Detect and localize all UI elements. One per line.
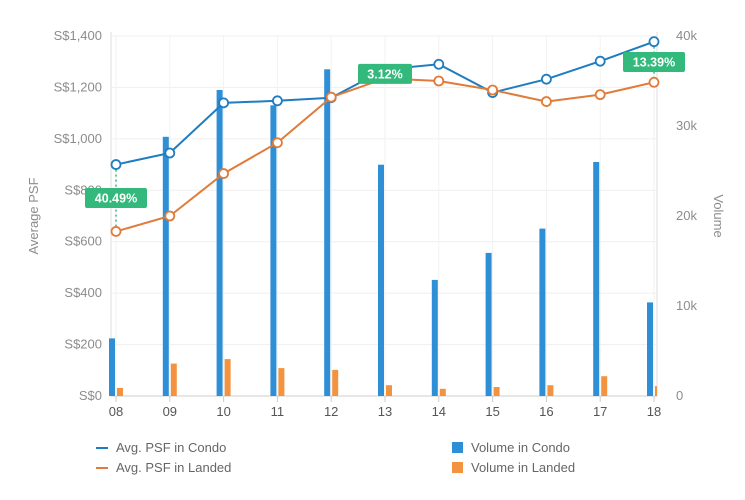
x-tick-label: 12 xyxy=(324,404,338,419)
bar xyxy=(547,385,554,396)
legend-item: Volume in Landed xyxy=(452,460,575,475)
series-point xyxy=(218,168,230,179)
bar-series-0 xyxy=(109,69,653,397)
series-point xyxy=(433,58,445,70)
x-tick-label: 16 xyxy=(539,404,553,419)
x-tick-label: 13 xyxy=(378,404,392,419)
bar xyxy=(109,338,115,396)
annotation-badge-bg xyxy=(358,63,412,84)
legend-label: Avg. PSF in Condo xyxy=(116,440,226,455)
series-point xyxy=(110,159,122,170)
bar xyxy=(216,90,223,396)
series-point xyxy=(164,147,176,159)
bar xyxy=(485,252,492,396)
series-point xyxy=(541,96,552,107)
series-point xyxy=(648,36,660,48)
bar xyxy=(386,385,392,396)
bar xyxy=(655,386,657,396)
y-right-tick-label: 40k xyxy=(676,28,697,43)
x-tick-label: 09 xyxy=(163,404,177,419)
annotation-badge: 3.12% xyxy=(358,63,412,84)
bar xyxy=(117,387,123,396)
y-right-tick-label: 0 xyxy=(676,388,683,403)
legend-bar-swatch xyxy=(452,462,463,473)
y-left-tick-label: S$1,200 xyxy=(54,79,102,94)
series-point xyxy=(541,73,552,85)
bar xyxy=(601,376,608,396)
x-tick-label: 11 xyxy=(271,404,285,419)
bar xyxy=(539,228,546,396)
bar xyxy=(278,368,285,396)
legend-label: Volume in Condo xyxy=(471,440,570,455)
bar xyxy=(493,387,500,396)
legend-label: Volume in Landed xyxy=(471,460,575,475)
legend-item: Avg. PSF in Landed xyxy=(96,460,231,475)
annotation-badge: 13.39% xyxy=(623,51,685,72)
series-point xyxy=(325,91,337,103)
legend-bar-swatch xyxy=(452,442,463,453)
y-right-tick-label: 30k xyxy=(676,118,697,133)
bar-series-1 xyxy=(117,359,657,396)
y-left-axis-title: Average PSF xyxy=(26,177,41,254)
bar xyxy=(170,363,177,396)
bar xyxy=(378,164,384,396)
y-right-axis-title: Volume xyxy=(711,194,726,237)
legend-label: Avg. PSF in Landed xyxy=(116,460,231,475)
series-point xyxy=(433,75,445,87)
series-point xyxy=(594,89,606,101)
series-point xyxy=(110,226,122,237)
bar xyxy=(162,136,169,397)
annotation-badge: 40.49% xyxy=(85,188,147,208)
x-tick-label: 10 xyxy=(216,404,230,419)
legend-item: Volume in Condo xyxy=(452,440,570,455)
legend-item: Avg. PSF in Condo xyxy=(96,440,226,455)
bar xyxy=(647,302,653,396)
y-left-tick-label: S$400 xyxy=(64,285,102,300)
bar xyxy=(439,388,446,396)
y-left-tick-label: S$200 xyxy=(64,337,102,352)
bar xyxy=(431,279,438,396)
x-tick-label: 08 xyxy=(109,404,123,419)
bar xyxy=(270,105,277,397)
x-tick-label: 17 xyxy=(593,404,607,419)
y-right-tick-label: 20k xyxy=(676,208,697,223)
legend: Avg. PSF in Condo Avg. PSF in Landed Volum… xyxy=(96,440,575,475)
series-point xyxy=(487,84,499,96)
bar xyxy=(224,359,231,396)
y-left-tick-label: S$1,000 xyxy=(54,131,102,146)
series-point xyxy=(218,97,230,109)
y-left-tick-label: S$1,400 xyxy=(54,28,102,43)
annotation-label: 13.39% xyxy=(633,55,675,69)
bar xyxy=(332,369,339,396)
y-left-tick-label: S$600 xyxy=(64,234,102,249)
bar xyxy=(593,162,600,396)
y-right-tick-label: 10k xyxy=(676,298,697,313)
series-point xyxy=(271,95,283,107)
x-tick-label: 15 xyxy=(485,404,499,419)
x-tick-label: 18 xyxy=(647,404,661,419)
annotation-label: 3.12% xyxy=(367,67,402,81)
bar xyxy=(324,69,331,397)
annotation-badge-bg xyxy=(85,188,147,208)
series-point xyxy=(164,210,176,222)
annotation-badge-bg xyxy=(623,51,685,72)
series-point xyxy=(594,55,606,67)
x-tick-label: 14 xyxy=(432,404,446,419)
series-point xyxy=(648,76,660,88)
y-left-tick-label: S$0 xyxy=(79,388,102,403)
annotation-label: 40.49% xyxy=(95,192,137,206)
series-point xyxy=(271,137,283,149)
